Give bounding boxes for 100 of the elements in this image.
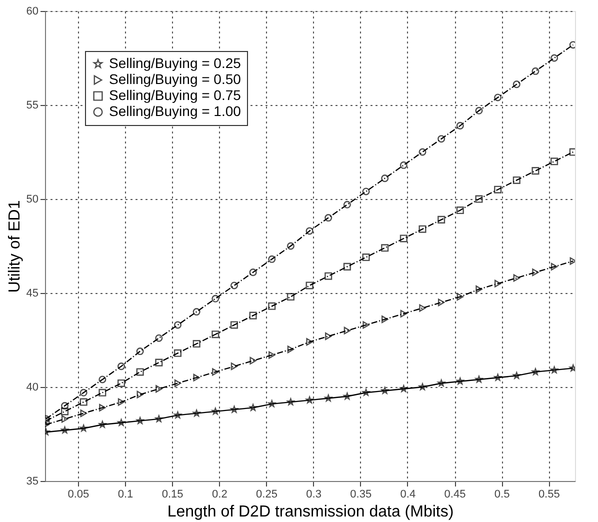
point: [287, 398, 294, 406]
point: [438, 298, 445, 306]
point: [174, 321, 182, 329]
point: [381, 174, 389, 182]
y-tick-label: 55: [26, 100, 38, 112]
point: [286, 293, 294, 301]
point: [118, 398, 125, 406]
point: [155, 415, 163, 422]
point: [268, 302, 276, 310]
point: [362, 188, 370, 196]
point: [155, 358, 163, 366]
x-tick-label: 0.4: [400, 488, 416, 500]
point: [212, 330, 220, 338]
point: [98, 376, 106, 384]
point: [136, 348, 144, 356]
point: [456, 122, 464, 130]
point: [476, 285, 482, 293]
point: [550, 366, 558, 374]
point: [250, 356, 256, 364]
point: [362, 388, 370, 396]
point: [230, 406, 238, 413]
point: [456, 293, 464, 301]
point: [117, 362, 126, 370]
point: [136, 417, 144, 424]
point: [532, 268, 539, 276]
y-axis-title: Utility of ED1: [6, 200, 24, 293]
point: [324, 214, 332, 222]
x-tick-label: 0.25: [256, 488, 278, 500]
point: [98, 388, 106, 396]
point: [249, 268, 257, 276]
x-tick-label: 0.5: [494, 488, 510, 500]
point: [475, 376, 483, 383]
point: [61, 408, 69, 416]
point: [513, 274, 520, 282]
point: [532, 67, 540, 75]
x-tick-label: 0.15: [162, 488, 184, 500]
point: [512, 80, 520, 88]
point: [438, 135, 446, 143]
x-tick-label: 0.2: [212, 488, 228, 500]
y-tick-label: 40: [26, 382, 38, 394]
point: [306, 396, 314, 404]
point: [156, 385, 162, 393]
point: [532, 368, 540, 376]
point: [494, 374, 502, 381]
point: [306, 338, 313, 346]
point: [136, 368, 144, 376]
legend-label: Selling/Buying = 0.25: [109, 55, 242, 71]
y-tick-label: 35: [26, 476, 38, 488]
point: [99, 404, 106, 412]
point: [80, 424, 88, 432]
point: [382, 316, 388, 324]
point: [306, 227, 314, 235]
point: [438, 379, 445, 386]
point: [192, 340, 200, 348]
point: [325, 332, 332, 340]
point: [418, 148, 426, 156]
point: [155, 334, 163, 342]
point: [286, 242, 294, 250]
point: [324, 272, 332, 280]
point: [400, 234, 408, 242]
point: [550, 54, 558, 62]
point: [268, 351, 276, 359]
point: [306, 282, 314, 290]
point: [512, 176, 520, 184]
point: [400, 385, 408, 392]
point: [230, 362, 238, 370]
point: [550, 158, 558, 166]
point: [456, 378, 464, 385]
legend-label: Selling/Buying = 0.75: [109, 87, 242, 103]
x-tick-label: 0.1: [118, 488, 134, 500]
point: [192, 308, 200, 316]
point: [494, 280, 502, 288]
point: [192, 410, 200, 416]
point: [61, 402, 69, 410]
point: [344, 326, 351, 334]
point: [550, 262, 558, 270]
x-tick-label: 0.05: [68, 488, 90, 500]
point: [117, 379, 126, 388]
point: [268, 255, 276, 263]
x-tick-label: 0.55: [538, 488, 560, 500]
point: [418, 383, 426, 390]
point: [80, 410, 87, 418]
point: [118, 418, 125, 426]
point: [362, 321, 370, 329]
point: [456, 206, 464, 214]
point: [80, 398, 88, 406]
point: [475, 106, 483, 114]
point: [344, 392, 351, 400]
x-axis-title: Length of D2D transmission data (Mbits): [167, 504, 454, 520]
point: [193, 374, 200, 382]
point: [174, 411, 182, 418]
point: [494, 186, 502, 194]
point: [268, 400, 276, 408]
point: [287, 346, 294, 354]
y-tick-label: 45: [26, 288, 38, 300]
point: [230, 282, 238, 290]
point: [532, 167, 540, 175]
point: [212, 294, 220, 302]
y-tick-label: 50: [26, 194, 38, 206]
point: [230, 321, 238, 329]
